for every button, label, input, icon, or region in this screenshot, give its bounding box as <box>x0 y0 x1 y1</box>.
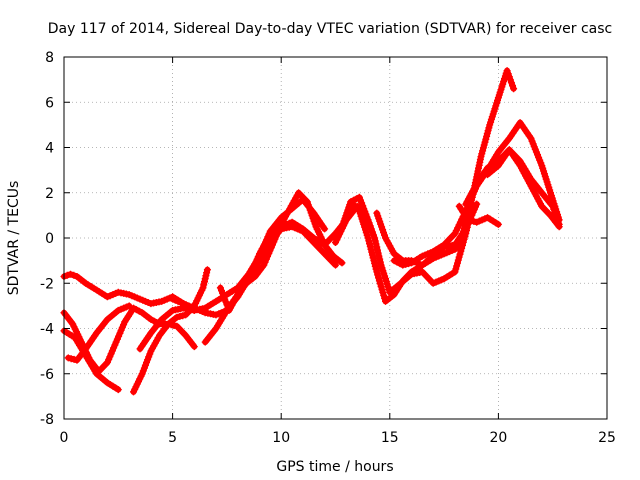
data-point-marker <box>203 266 211 274</box>
data-point-marker <box>553 214 561 222</box>
series-sat-p <box>484 146 563 228</box>
data-point-marker <box>377 283 385 291</box>
data-point-marker <box>503 67 511 75</box>
series-sat-d <box>64 302 133 364</box>
x-tick-label: 10 <box>272 430 290 446</box>
x-tick-label: 20 <box>489 430 507 446</box>
data-point-marker <box>505 73 513 81</box>
data-point-marker <box>70 271 78 279</box>
data-point-marker <box>452 265 460 273</box>
data-point-marker <box>202 272 210 280</box>
y-tick-label: -6 <box>40 367 54 383</box>
data-point-marker <box>201 278 208 286</box>
data-point-marker <box>454 259 461 267</box>
series-sat-l <box>373 67 518 269</box>
y-axis-label: SDTVAR / TECUs <box>6 181 22 296</box>
data-point-marker <box>201 275 209 283</box>
data-point-marker <box>368 228 376 236</box>
data-point-marker <box>190 343 198 351</box>
chart-title: Day 117 of 2014, Sidereal Day-to-day VTE… <box>48 21 612 37</box>
data-point-marker <box>200 281 208 289</box>
x-axis-label: GPS time / hours <box>276 459 393 475</box>
data-point-marker <box>372 240 380 248</box>
data-point-marker <box>374 246 381 254</box>
data-point-marker <box>203 269 211 277</box>
data-point-marker <box>458 244 466 252</box>
data-point-marker <box>125 302 133 310</box>
series-sat-i <box>216 189 346 314</box>
data-point-marker <box>552 211 560 219</box>
data-point-marker <box>364 216 372 224</box>
x-tick-label: 5 <box>168 430 177 446</box>
data-point-marker <box>366 222 374 230</box>
data-point-marker <box>494 220 502 228</box>
data-point-marker <box>376 255 384 263</box>
data-point-marker <box>114 386 122 394</box>
data-point-marker <box>554 217 562 225</box>
series-layer <box>60 67 563 396</box>
data-point-marker <box>509 82 516 90</box>
data-point-marker <box>115 332 123 340</box>
data-point-marker <box>375 274 382 282</box>
x-tick-label: 15 <box>381 430 399 446</box>
data-point-marker <box>507 79 515 87</box>
series-sat-k <box>338 193 476 296</box>
y-tick-label: 6 <box>45 95 54 111</box>
data-point-marker <box>274 229 281 237</box>
y-tick-label: -4 <box>40 322 54 338</box>
data-point-marker <box>506 76 514 84</box>
data-point-marker <box>332 261 339 269</box>
series-sat-o <box>455 202 502 228</box>
series-sat-c <box>60 304 198 375</box>
data-point-marker <box>321 225 329 233</box>
y-tick-label: 4 <box>45 141 54 157</box>
data-point-marker <box>338 259 346 267</box>
data-point-marker <box>370 231 377 239</box>
data-point-marker <box>367 225 375 233</box>
x-tick-label: 0 <box>60 430 69 446</box>
data-point-marker <box>374 249 382 257</box>
y-tick-label: 8 <box>45 50 54 66</box>
data-point-marker <box>371 237 379 245</box>
data-point-marker <box>63 271 71 279</box>
data-point-marker <box>550 205 558 213</box>
grid-layer <box>64 57 607 419</box>
data-point-marker <box>555 220 563 228</box>
y-tick-label: -2 <box>40 276 54 292</box>
data-point-marker <box>473 200 481 208</box>
data-point-marker <box>67 270 74 278</box>
y-tick-label: 2 <box>45 186 54 202</box>
data-point-marker <box>365 219 373 227</box>
data-point-marker <box>456 250 464 258</box>
y-tick-label: -8 <box>40 412 54 428</box>
data-point-marker <box>371 234 379 242</box>
data-point-marker <box>375 252 383 260</box>
data-point-marker <box>510 85 518 93</box>
data-point-marker <box>454 256 462 264</box>
x-tick-label: 25 <box>598 430 616 446</box>
data-point-marker <box>376 258 384 266</box>
data-point-marker <box>373 243 381 251</box>
data-point-marker <box>551 208 559 216</box>
data-point-marker <box>373 268 381 276</box>
data-point-marker <box>549 202 557 210</box>
series-sat-e <box>130 266 211 396</box>
y-tick-label: 0 <box>45 231 54 247</box>
data-point-marker <box>199 284 207 292</box>
data-point-marker <box>379 289 387 296</box>
data-point-marker <box>504 70 512 78</box>
